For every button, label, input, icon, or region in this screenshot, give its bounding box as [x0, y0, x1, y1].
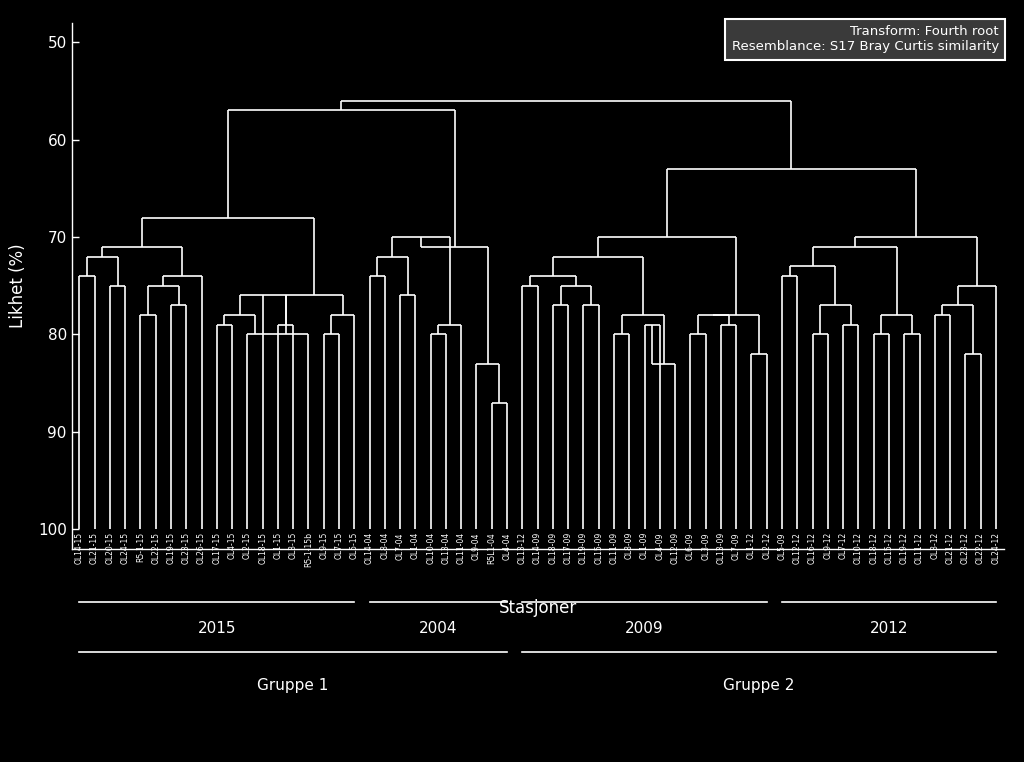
- Text: OL24-12: OL24-12: [991, 532, 1000, 564]
- Text: OL18-12: OL18-12: [869, 532, 879, 564]
- Text: Gruppe 2: Gruppe 2: [723, 678, 795, 693]
- Text: OL22-15: OL22-15: [152, 532, 160, 564]
- Text: OL3-09: OL3-09: [701, 532, 710, 559]
- Text: OL14-15: OL14-15: [75, 532, 84, 564]
- Text: OL19-12: OL19-12: [900, 532, 908, 564]
- Text: OL1-04: OL1-04: [411, 532, 420, 559]
- Text: OL22-12: OL22-12: [976, 532, 985, 564]
- Text: 2009: 2009: [626, 621, 664, 636]
- Text: OL15-12: OL15-12: [885, 532, 894, 564]
- Text: OL17-15: OL17-15: [212, 532, 221, 564]
- Text: OL4-15: OL4-15: [227, 532, 237, 559]
- Text: OL10-04: OL10-04: [426, 532, 435, 565]
- Text: OL24-15: OL24-15: [121, 532, 130, 564]
- Text: OL1-15: OL1-15: [273, 532, 283, 559]
- Text: OL11-12: OL11-12: [915, 532, 924, 564]
- Text: OL18-15: OL18-15: [258, 532, 267, 564]
- Text: OL9-04: OL9-04: [472, 532, 481, 559]
- Text: OL26-15: OL26-15: [197, 532, 206, 564]
- Text: OL9-12: OL9-12: [823, 532, 833, 559]
- Text: OL13-12: OL13-12: [518, 532, 526, 564]
- Text: OL17-09: OL17-09: [563, 532, 572, 565]
- Text: OL1-12: OL1-12: [746, 532, 756, 559]
- Text: OL14-09: OL14-09: [534, 532, 542, 565]
- Text: OL16-12: OL16-12: [808, 532, 817, 564]
- Text: OL7-12: OL7-12: [839, 532, 848, 559]
- Text: OL20-15: OL20-15: [105, 532, 115, 564]
- Text: OL23-15: OL23-15: [181, 532, 190, 564]
- Text: OL8-09: OL8-09: [625, 532, 634, 559]
- Text: OL13-09: OL13-09: [717, 532, 725, 565]
- Text: OL19-15: OL19-15: [167, 532, 175, 564]
- Text: OL1-09: OL1-09: [640, 532, 649, 559]
- Text: 2004: 2004: [419, 621, 458, 636]
- Text: OL18-09: OL18-09: [549, 532, 557, 564]
- Text: OL9-15: OL9-15: [319, 532, 329, 559]
- Y-axis label: Likhet (%): Likhet (%): [9, 243, 27, 328]
- Text: OL11-04: OL11-04: [457, 532, 466, 564]
- Text: OL2-12: OL2-12: [762, 532, 771, 559]
- Text: 2012: 2012: [869, 621, 908, 636]
- Text: OL11-09: OL11-09: [609, 532, 618, 564]
- Text: OL7-09: OL7-09: [732, 532, 740, 559]
- Text: OL5-09: OL5-09: [777, 532, 786, 559]
- Text: OL4-04: OL4-04: [503, 532, 512, 559]
- Text: OL4-09: OL4-09: [655, 532, 665, 559]
- Text: OL5-15: OL5-15: [350, 532, 358, 559]
- Text: OL13-04: OL13-04: [441, 532, 451, 565]
- Text: OL10-12: OL10-12: [854, 532, 863, 564]
- Text: R5L1-04: R5L1-04: [487, 532, 497, 564]
- Text: OL6-09: OL6-09: [686, 532, 695, 559]
- Text: OL21-12: OL21-12: [945, 532, 954, 564]
- Text: OL3-15: OL3-15: [289, 532, 298, 559]
- Text: R5-1-15b: R5-1-15b: [304, 532, 313, 567]
- Text: OL12-12: OL12-12: [793, 532, 802, 564]
- Text: OL3-12: OL3-12: [930, 532, 939, 559]
- Text: OL7-04: OL7-04: [395, 532, 404, 559]
- Text: R5-1-15: R5-1-15: [136, 532, 145, 562]
- Text: OL12-09: OL12-09: [671, 532, 680, 564]
- Text: Gruppe 1: Gruppe 1: [257, 678, 329, 693]
- Text: OL15-09: OL15-09: [594, 532, 603, 565]
- Text: OL8-04: OL8-04: [380, 532, 389, 559]
- Text: Transform: Fourth root
Resemblance: S17 Bray Curtis similarity: Transform: Fourth root Resemblance: S17 …: [731, 25, 998, 53]
- Text: OL7-15: OL7-15: [335, 532, 343, 559]
- Text: OL23-12: OL23-12: [961, 532, 970, 564]
- Text: 2015: 2015: [198, 621, 237, 636]
- Text: Stasjoner: Stasjoner: [499, 599, 577, 617]
- Text: OL2-15: OL2-15: [243, 532, 252, 559]
- Text: OL19-09: OL19-09: [579, 532, 588, 565]
- Text: OL21-15: OL21-15: [90, 532, 99, 564]
- Text: OL14-04: OL14-04: [366, 532, 374, 565]
